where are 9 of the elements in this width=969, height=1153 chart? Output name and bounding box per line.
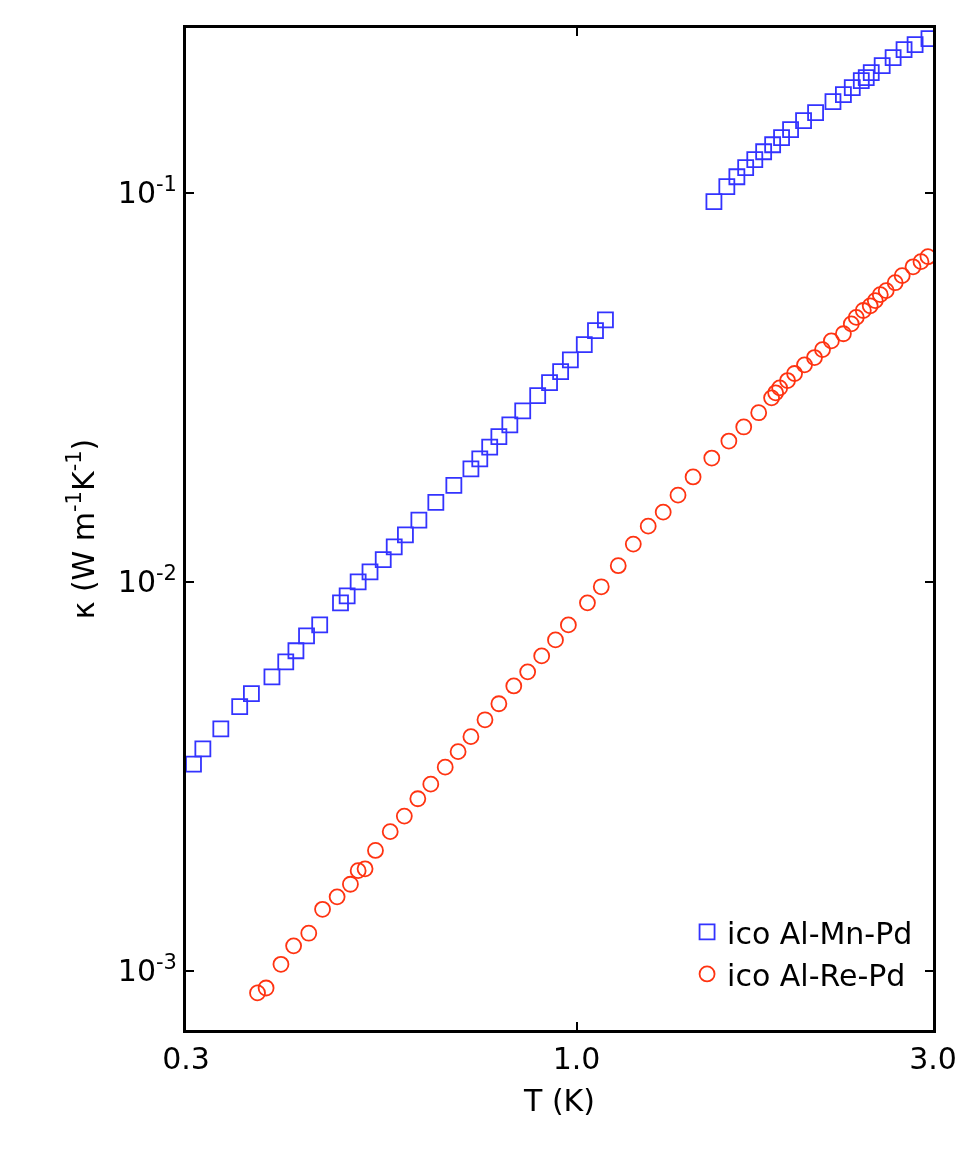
x-tick-label: 0.3 (162, 1041, 210, 1076)
legend-label: ico Al-Re-Pd (727, 957, 906, 993)
legend-label: ico Al-Mn-Pd (727, 915, 913, 951)
y-tick-label: 10$^{-1}$ (117, 171, 177, 211)
x-axis-title: T (K) (523, 1082, 595, 1118)
y-tick-label: 10$^{-2}$ (117, 560, 177, 600)
y-tick-label: 10$^{-3}$ (117, 949, 177, 989)
x-tick-label: 1.0 (552, 1041, 601, 1076)
x-tick-label: 3.0 (909, 1041, 957, 1076)
